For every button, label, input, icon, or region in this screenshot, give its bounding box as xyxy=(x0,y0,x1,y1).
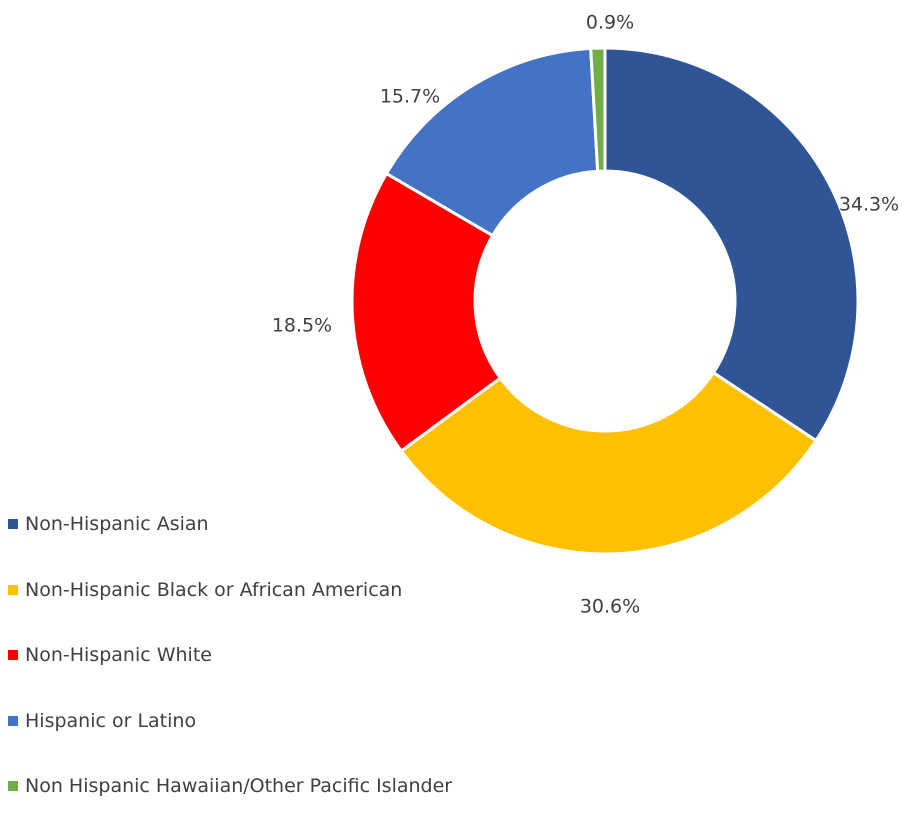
legend-label: Non-Hispanic Asian xyxy=(25,513,209,535)
slice-non-hispanic-black-or-african-american xyxy=(399,370,819,556)
legend-swatch xyxy=(8,715,18,726)
data-label: 18.5% xyxy=(272,315,332,337)
legend-swatch xyxy=(8,519,18,529)
legend-swatch xyxy=(8,584,18,595)
legend-label: Non-Hispanic White xyxy=(25,644,212,666)
legend-item: Hispanic or Latino xyxy=(8,709,452,733)
legend: Non-Hispanic Asian Non-Hispanic Black or … xyxy=(8,512,452,840)
percentage-labels: 34.3% 30.6% 18.5% 15.7% 0.9% xyxy=(272,12,899,618)
slice-non-hispanic-asian xyxy=(603,46,860,443)
legend-label: Non Hispanic Hawaiian/Other Pacific Isla… xyxy=(25,775,453,797)
data-label: 30.6% xyxy=(580,596,640,618)
legend-item: Non Hispanic Hawaiian/Other Pacific Isla… xyxy=(8,774,452,798)
data-label: 15.7% xyxy=(380,86,440,108)
legend-label: Hispanic or Latino xyxy=(25,709,197,732)
slice-non-hispanic-white xyxy=(350,171,503,454)
slice-hispanic-or-latino xyxy=(384,46,600,238)
data-label: 0.9% xyxy=(586,12,634,34)
donut-chart: 34.3% 30.6% 18.5% 15.7% 0.9% xyxy=(272,12,899,618)
slice-non-hispanic-hawaiian-other-pacific-islander xyxy=(589,46,607,173)
legend-swatch xyxy=(8,781,18,791)
legend-item: Non-Hispanic Black or African American xyxy=(8,578,452,602)
legend-label: Non-Hispanic Black or African American xyxy=(25,578,403,601)
data-label: 34.3% xyxy=(839,194,899,216)
legend-item: Non-Hispanic White xyxy=(8,643,452,667)
donut-slices xyxy=(350,46,860,556)
legend-item: Non-Hispanic Asian xyxy=(8,512,452,536)
legend-swatch xyxy=(8,650,18,660)
